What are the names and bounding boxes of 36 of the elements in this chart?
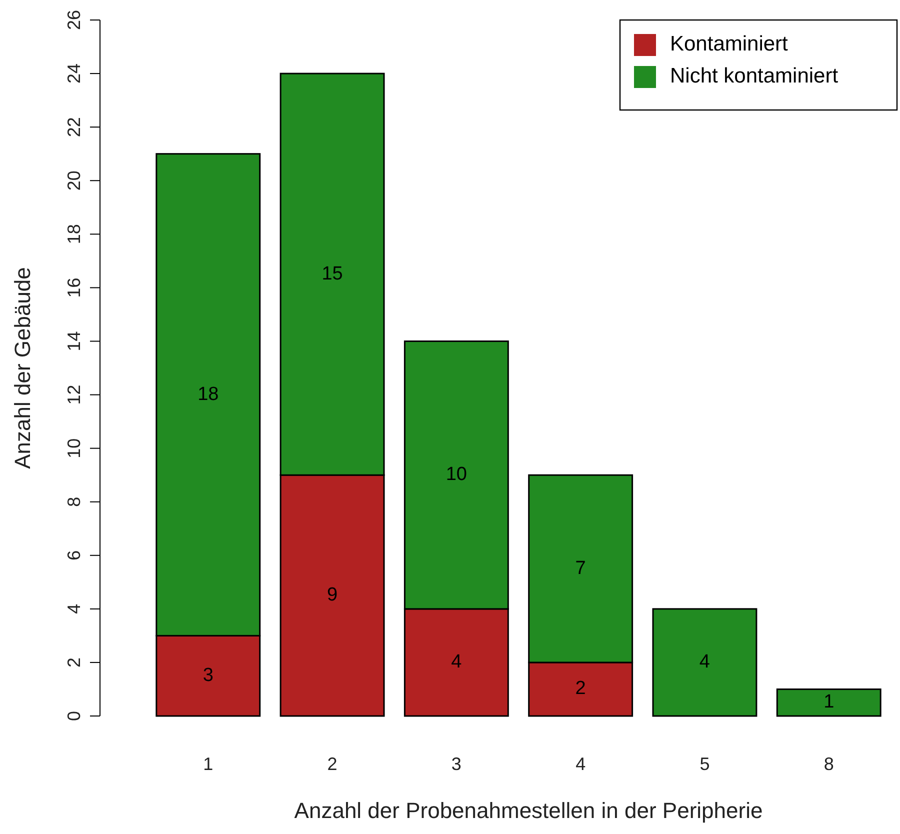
bar <box>652 608 758 717</box>
data-label: 18 <box>198 384 219 405</box>
x-tick-label: 2 <box>327 754 338 774</box>
y-tick-label: 10 <box>64 438 84 458</box>
data-label: 9 <box>326 584 338 606</box>
y-tick-label: 4 <box>64 604 84 614</box>
x-tick-label: 1 <box>203 754 214 774</box>
data-label: 4 <box>699 651 710 672</box>
y-tick-label: 22 <box>64 117 84 138</box>
x-axis-title: Anzahl der Probenahmestellen in der Peripherie <box>294 798 763 823</box>
y-tick-label: 2 <box>64 657 84 668</box>
x-tick-label: 3 <box>451 754 462 774</box>
y-tick-label: 18 <box>64 224 84 244</box>
y-tick-label: 12 <box>64 384 84 405</box>
y-axis-title: Anzahl der Gebäude <box>10 267 35 469</box>
x-tick-label: 4 <box>576 754 586 774</box>
data-label: 15 <box>322 263 343 284</box>
x-tick-label: 5 <box>700 754 710 774</box>
data-label: 1 <box>824 692 834 713</box>
legend-label: Kontaminiert <box>670 32 788 56</box>
data-label: 7 <box>575 558 586 579</box>
data-label: 3 <box>202 664 214 686</box>
data-label: 2 <box>575 678 586 700</box>
x-tick-label: 8 <box>824 754 834 774</box>
y-tick-label: 0 <box>64 710 84 722</box>
data-label: 4 <box>451 651 462 672</box>
y-tick-label: 8 <box>64 496 84 507</box>
y-tick-label: 24 <box>64 64 84 84</box>
y-tick-label: 26 <box>64 10 84 30</box>
bar <box>776 688 882 717</box>
legend-label: Nicht kontaminiert <box>670 64 838 88</box>
y-tick-label: 20 <box>64 170 84 191</box>
data-label: 10 <box>446 464 467 486</box>
y-tick-label: 14 <box>64 331 84 352</box>
y-tick-label: 6 <box>64 550 84 560</box>
y-tick-label: 16 <box>64 278 84 298</box>
